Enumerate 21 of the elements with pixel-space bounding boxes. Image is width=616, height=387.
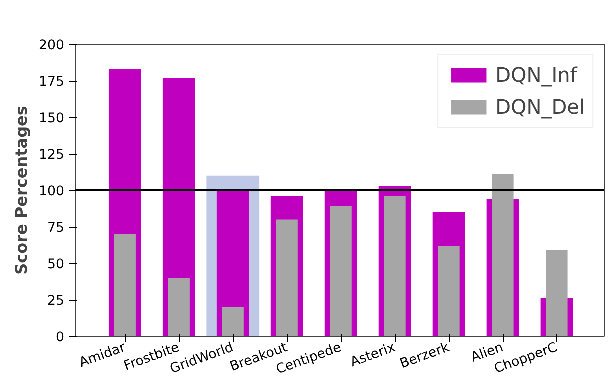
y-tick-label: 100 bbox=[39, 184, 65, 200]
bar bbox=[438, 246, 460, 336]
legend-label: DQN_Inf bbox=[496, 63, 578, 87]
y-tick-label: 200 bbox=[39, 38, 65, 54]
bar bbox=[546, 250, 568, 336]
bar bbox=[330, 206, 352, 336]
bar bbox=[384, 196, 406, 336]
y-tick-label: 50 bbox=[48, 258, 65, 272]
bar bbox=[276, 220, 298, 336]
bar bbox=[114, 234, 136, 336]
legend-label: DQN_Del bbox=[496, 95, 585, 119]
y-axis-title: Score Percentages bbox=[12, 106, 32, 275]
y-tick-label: 175 bbox=[39, 75, 65, 90]
bar bbox=[492, 174, 514, 336]
y-tick-label: 125 bbox=[39, 148, 65, 163]
y-tick-label: 150 bbox=[39, 112, 65, 126]
y-tick-label: 75 bbox=[48, 221, 65, 236]
bar bbox=[222, 307, 244, 336]
bar bbox=[168, 278, 190, 336]
y-tick-label: 0 bbox=[56, 330, 65, 346]
y-tick-label: 25 bbox=[48, 294, 65, 309]
